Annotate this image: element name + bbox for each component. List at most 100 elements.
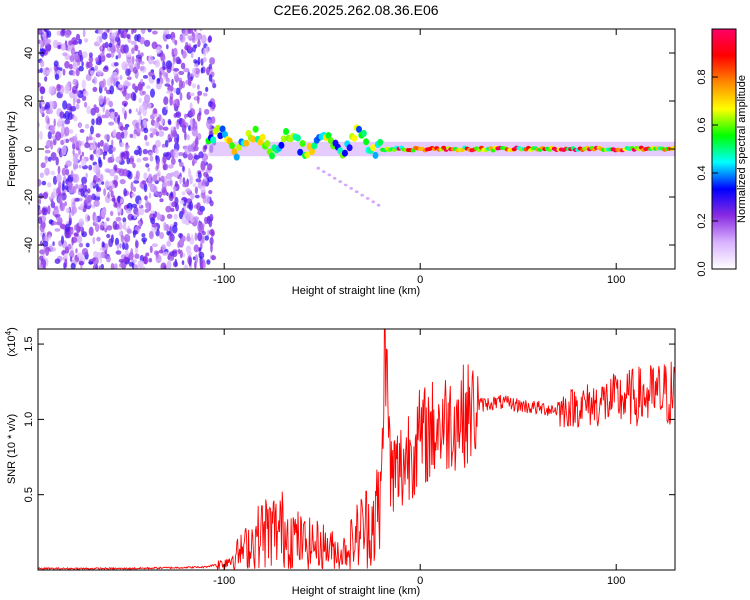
noise-speckle [84, 123, 90, 129]
noise-speckle [123, 150, 129, 160]
noise-speckle [186, 113, 190, 118]
noise-speckle [75, 141, 79, 149]
snr-frame [37, 328, 676, 571]
snr-x-ticks: -100 0 100 [213, 329, 625, 587]
noise-speckle [132, 132, 137, 139]
noise-speckle [131, 47, 135, 55]
noise-speckle [166, 78, 171, 84]
noise-speckle [90, 125, 94, 135]
noise-speckle [173, 47, 178, 57]
noise-speckle [193, 29, 197, 32]
noise-speckle [179, 34, 186, 43]
noise-speckle [199, 260, 204, 269]
noise-speckle [71, 135, 78, 145]
noise-speckle [76, 98, 81, 104]
noise-speckle [90, 144, 97, 150]
noise-speckle [39, 130, 43, 140]
noise-speckle [56, 221, 63, 226]
noise-speckle [106, 29, 110, 33]
noise-speckle [178, 152, 184, 157]
noise-speckle [195, 178, 202, 183]
noise-speckle [92, 136, 96, 146]
noise-speckle [78, 65, 84, 72]
noise-speckle [110, 74, 114, 84]
noise-speckle [165, 105, 169, 111]
signal-blob [377, 138, 384, 146]
noise-speckle [88, 226, 94, 236]
noise-speckle [144, 195, 148, 201]
noise-speckle [97, 142, 101, 149]
noise-speckle [121, 29, 128, 39]
noise-speckle [137, 111, 142, 116]
noise-speckle [110, 49, 115, 58]
noise-speckle [166, 213, 173, 219]
spectrogram-x-tick-label: 0 [417, 274, 423, 286]
noise-speckle [86, 105, 91, 115]
noise-speckle [135, 60, 141, 70]
noise-speckle [88, 56, 94, 63]
noise-speckle [135, 240, 139, 249]
noise-speckle [40, 60, 45, 68]
faint-trace-blob [327, 173, 332, 177]
noise-speckle [205, 86, 209, 93]
noise-speckle [204, 108, 210, 115]
noise-speckle [145, 200, 150, 209]
signal-blob [309, 148, 315, 156]
noise-speckle [179, 92, 183, 101]
noise-speckle [140, 52, 144, 57]
colorbar-gradient [712, 29, 736, 269]
noise-speckle [125, 68, 131, 77]
noise-speckle [115, 55, 119, 60]
noise-speckle [104, 228, 108, 233]
noise-speckle [115, 250, 122, 255]
noise-speckle [208, 63, 212, 70]
noise-speckle [183, 181, 190, 187]
noise-speckle [166, 230, 171, 236]
noise-speckle [150, 88, 155, 98]
noise-speckle [39, 67, 43, 74]
signal-blob [278, 141, 285, 149]
noise-speckle [126, 229, 132, 235]
noise-speckle [190, 192, 195, 200]
noise-speckle [120, 44, 126, 54]
noise-speckle [141, 180, 147, 185]
noise-speckle [60, 43, 67, 51]
noise-speckle [141, 237, 148, 243]
noise-speckle [122, 217, 127, 223]
noise-speckle [203, 92, 208, 97]
noise-speckle [93, 104, 97, 110]
noise-speckle [108, 238, 113, 248]
noise-speckle [72, 63, 78, 70]
noise-speckle [164, 83, 171, 87]
noise-speckle [68, 220, 72, 226]
noise-speckle [172, 186, 177, 191]
noise-speckle [136, 211, 139, 218]
signal-blob [372, 151, 379, 159]
noise-speckle [159, 198, 164, 203]
noise-speckle [70, 47, 76, 56]
noise-speckle [185, 188, 192, 193]
noise-speckle [53, 208, 60, 215]
faint-trace-blob [354, 190, 359, 194]
spectrogram-y-ticks: -40 -20 0 20 40 [23, 47, 675, 253]
noise-speckle [122, 242, 125, 250]
noise-speckle [137, 49, 141, 55]
noise-speckle [175, 56, 181, 65]
noise-speckle [49, 108, 53, 114]
noise-speckle [117, 37, 121, 46]
noise-speckle [81, 248, 89, 256]
noise-speckle [139, 66, 145, 71]
noise-speckle [156, 169, 161, 178]
noise-speckle [163, 72, 167, 77]
noise-speckle [78, 148, 81, 156]
noise-speckle [108, 100, 114, 108]
noise-speckle [113, 201, 118, 208]
signal-blob [363, 138, 370, 146]
spectrogram-y-tick-label: -40 [23, 237, 35, 253]
noise-speckle [186, 144, 193, 154]
noise-speckle [140, 124, 145, 132]
noise-speckle [133, 149, 140, 156]
noise-speckle [189, 118, 194, 128]
noise-speckle [157, 214, 163, 220]
noise-speckle [45, 141, 51, 147]
